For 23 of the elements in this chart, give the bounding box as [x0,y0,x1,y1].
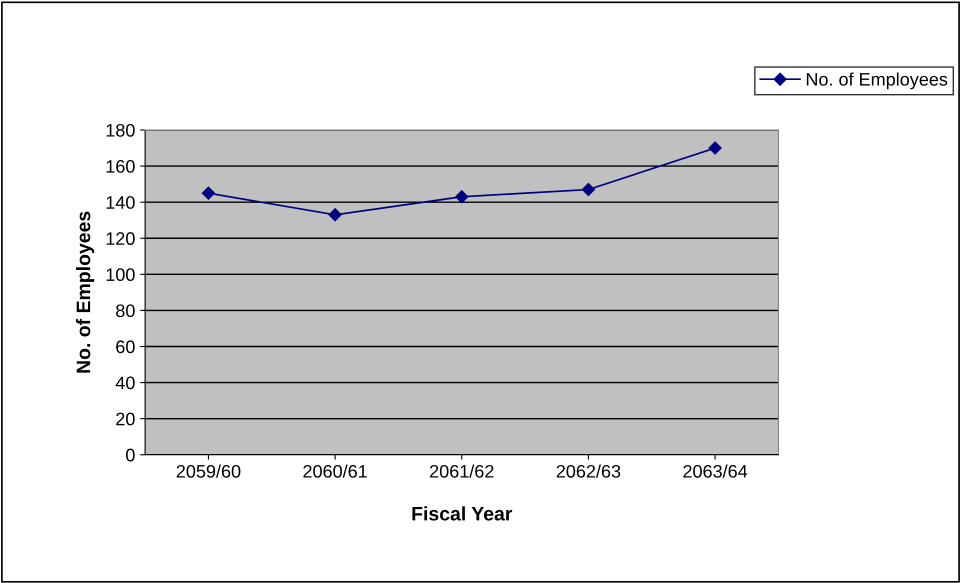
point [328,208,342,222]
point [455,190,468,204]
legend-label: No. of Employees [806,72,948,90]
y-tick-label: 160 [106,160,135,173]
x-tick-label: 2059/60 [176,464,240,478]
x-tick-label: 2062/63 [556,464,620,478]
x-tick-label: 2063/64 [683,464,748,478]
y-tick-label: 80 [116,304,135,318]
y-tick-label: 40 [116,376,135,390]
y-tick-label: 180 [106,124,135,137]
x-tick-label: 2061/62 [430,464,494,478]
y-tick-label: 140 [106,196,135,209]
y-tick-label: 60 [116,340,135,354]
point [708,141,722,155]
point [202,186,216,200]
x-tick-label: 2060/61 [303,464,367,478]
y-tick-label: 100 [106,268,135,282]
x-axis-title: Fiscal Year [412,506,512,521]
point [582,182,596,196]
y-tick-label: 20 [116,412,135,426]
y-tick-label: 120 [106,232,135,245]
y-tick-label: 0 [126,448,135,462]
y-axis-title: No. of Employees [76,212,94,373]
